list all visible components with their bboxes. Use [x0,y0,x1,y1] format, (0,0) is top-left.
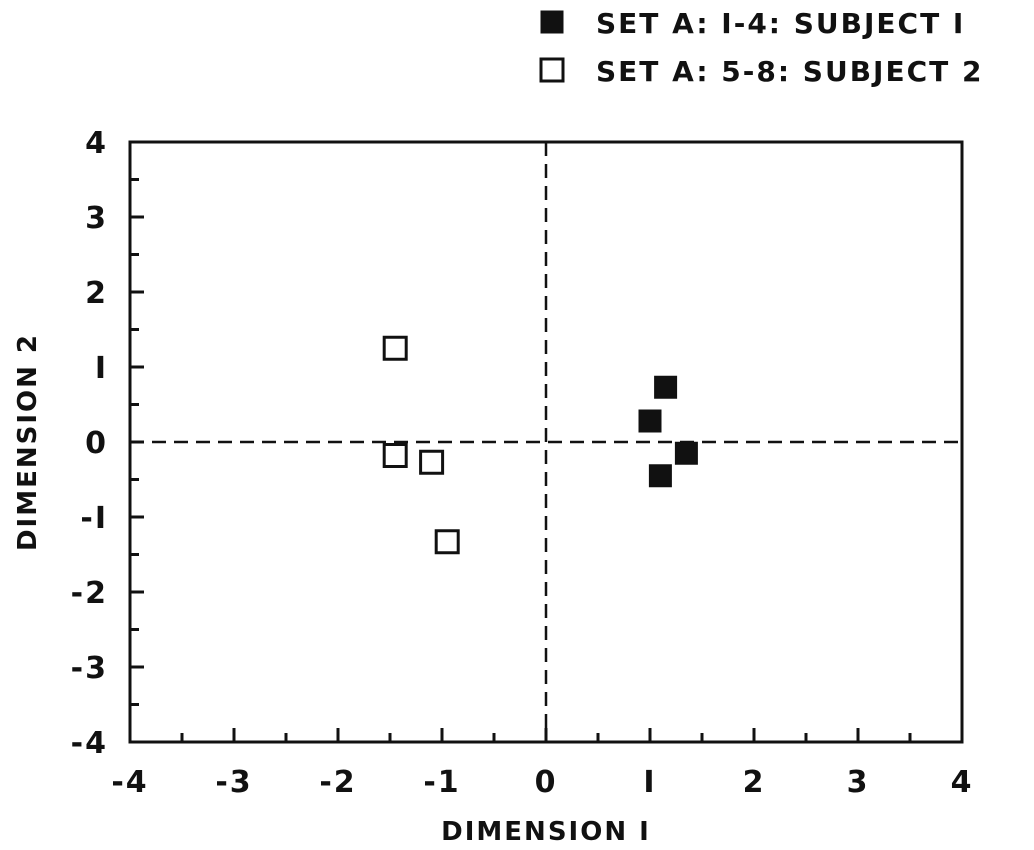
y-tick-label: -4 [71,726,108,761]
reference-lines [130,142,962,742]
x-tick-label: 3 [847,765,870,800]
x-tick-label: 0 [535,765,558,800]
subject-2-point [419,449,445,475]
x-tick-label: -1 [423,765,460,800]
subject-1-point [654,375,678,399]
subject-2-point [382,335,408,361]
y-axis-title: DIMENSION 2 [13,333,43,551]
y-tick-label: 2 [85,276,108,311]
x-tick-label: -2 [319,765,356,800]
legend-filled-square-icon [540,10,564,34]
x-tick-label: -4 [111,765,148,800]
subject-1-point [674,441,698,465]
subject-1-point [648,464,672,488]
legend-label: SET A: I-4: SUBJECT I [596,7,965,40]
y-tick-label: 4 [85,126,108,161]
subject-2-point [434,529,460,555]
data-points [382,335,698,555]
subject-2-point [382,443,408,468]
x-axis-title: DIMENSION I [441,817,651,847]
y-tick-label: -2 [71,576,108,611]
y-axis: 4 3 2 I 0 -I -2 -3 -4 [71,126,144,761]
x-axis: -4 -3 -2 -1 0 I 2 3 4 [111,728,974,800]
legend-label: SET A: 5-8: SUBJECT 2 [596,55,983,88]
legend-open-square-icon [539,57,565,83]
x-tick-label: 2 [743,765,766,800]
y-tick-label: 0 [85,426,108,461]
x-tick-label: 4 [951,765,974,800]
legend: SET A: I-4: SUBJECT I SET A: 5-8: SUBJECT… [539,7,983,88]
y-tick-label: -3 [71,651,108,686]
y-tick-label: I [95,351,108,386]
y-tick-label: -I [80,501,108,536]
y-tick-label: 3 [85,201,108,236]
subject-1-point [638,409,662,433]
x-tick-label: -3 [215,765,252,800]
x-tick-label: I [643,765,656,800]
